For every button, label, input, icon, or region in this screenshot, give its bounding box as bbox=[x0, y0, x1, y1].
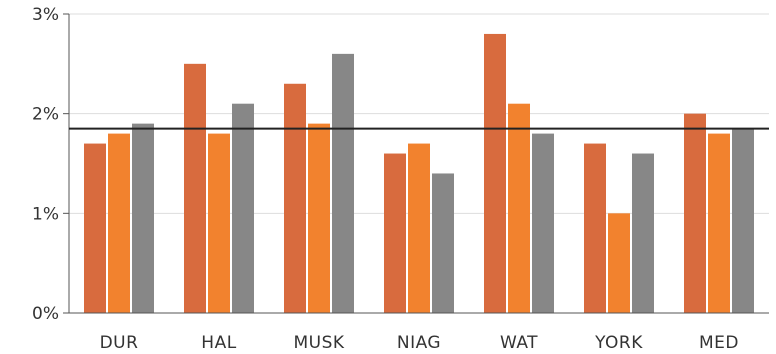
bar-hal-series-2 bbox=[208, 133, 230, 313]
bar-york-series-1 bbox=[584, 143, 606, 313]
y-tick-label-3: 3% bbox=[32, 5, 59, 25]
bar-wat-series-3 bbox=[532, 133, 554, 313]
y-tick-labels: 0% 1% 2% 3% bbox=[32, 5, 59, 324]
bar-med-series-2 bbox=[708, 133, 730, 313]
bar-wat-series-2 bbox=[508, 103, 530, 313]
bar-hal-series-3 bbox=[232, 103, 254, 313]
bar-niag-series-3 bbox=[432, 173, 454, 313]
bar-york-series-3 bbox=[632, 153, 654, 313]
bar-musk-series-2 bbox=[308, 123, 330, 313]
bar-dur-series-1 bbox=[84, 143, 106, 313]
x-tick-labels: DUR HAL MUSK NIAG WAT YORK MED bbox=[100, 333, 739, 353]
bar-musk-series-3 bbox=[332, 53, 354, 313]
x-tick-label-york: YORK bbox=[594, 333, 643, 353]
bar-med-series-3 bbox=[732, 128, 754, 313]
bar-wat-series-1 bbox=[484, 33, 506, 313]
x-tick-label-musk: MUSK bbox=[293, 333, 344, 353]
x-tick-label-wat: WAT bbox=[500, 333, 538, 353]
bar-musk-series-1 bbox=[284, 83, 306, 314]
axes bbox=[63, 13, 769, 314]
x-tick-label-niag: NIAG bbox=[397, 333, 441, 353]
bar-dur-series-3 bbox=[132, 123, 154, 313]
bar-dur-series-2 bbox=[108, 133, 130, 313]
bar-niag-series-1 bbox=[384, 153, 406, 313]
bar-york-series-2 bbox=[608, 213, 630, 313]
bar-niag-series-2 bbox=[408, 143, 430, 313]
bar-med-series-1 bbox=[684, 113, 706, 314]
bar-hal-series-1 bbox=[184, 63, 206, 314]
y-tick-label-1: 1% bbox=[32, 204, 59, 224]
y-tick-label-2: 2% bbox=[32, 105, 59, 125]
bars bbox=[84, 33, 754, 314]
x-tick-label-hal: HAL bbox=[201, 333, 236, 353]
x-tick-label-dur: DUR bbox=[100, 333, 139, 353]
x-tick-label-med: MED bbox=[699, 333, 739, 353]
y-tick-label-0: 0% bbox=[32, 304, 59, 324]
